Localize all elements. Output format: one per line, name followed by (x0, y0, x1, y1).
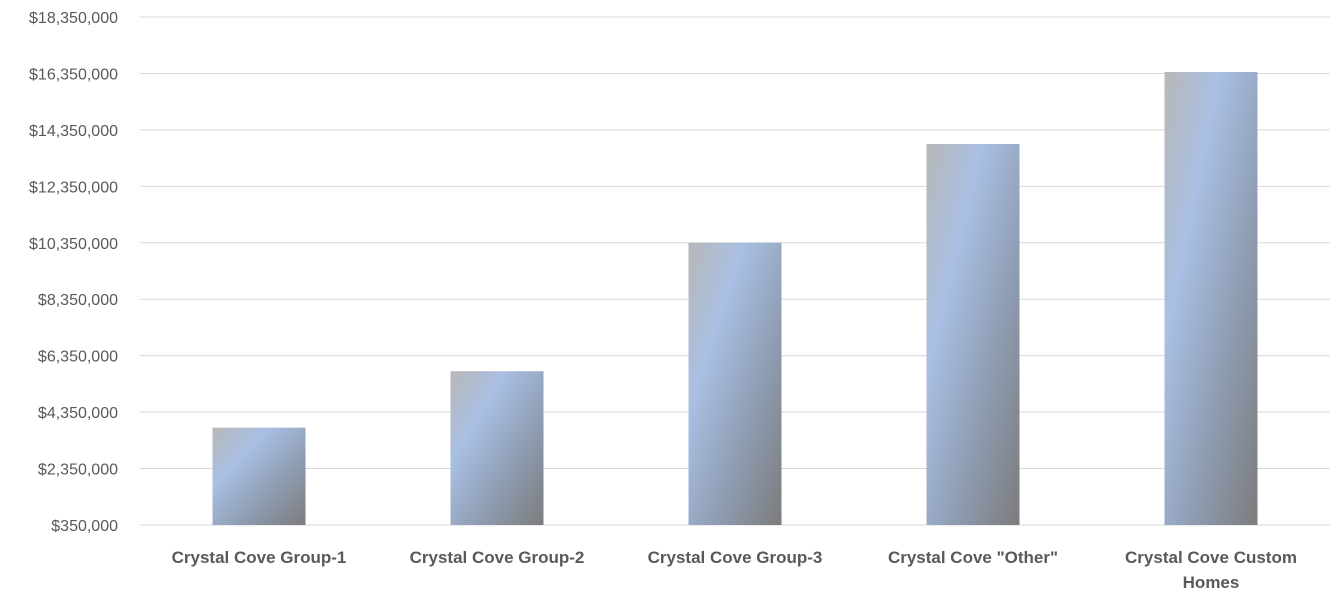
x-category-label: Crystal Cove Group-3 (648, 548, 823, 567)
y-tick-label: $10,350,000 (29, 236, 118, 253)
y-tick-label: $12,350,000 (29, 179, 118, 196)
x-category-label: Crystal Cove Custom Homes (1125, 548, 1297, 592)
y-tick-label: $18,350,000 (29, 10, 118, 27)
bar (1164, 72, 1258, 526)
y-tick-label: $350,000 (51, 518, 118, 535)
x-category-label: Crystal Cove Group-1 (172, 548, 347, 567)
y-tick-label: $4,350,000 (38, 405, 118, 422)
y-axis-tick-labels: $350,000 $2,350,000 $4,350,000 $6,350,000 $8… (29, 10, 118, 535)
bar (212, 427, 306, 525)
bar (450, 371, 544, 525)
bar (688, 242, 782, 525)
x-category-label: Crystal Cove "Other" (888, 548, 1058, 567)
y-tick-label: $8,350,000 (38, 292, 118, 309)
x-category-label: Crystal Cove Group-2 (410, 548, 585, 567)
bar (926, 144, 1020, 525)
x-axis-category-labels: Crystal Cove Group-1 Crystal Cove Group-2… (172, 548, 1297, 592)
y-tick-label: $14,350,000 (29, 123, 118, 140)
y-tick-label: $2,350,000 (38, 462, 118, 479)
bars (212, 72, 1258, 526)
y-tick-label: $6,350,000 (38, 349, 118, 366)
y-tick-label: $16,350,000 (29, 66, 118, 83)
